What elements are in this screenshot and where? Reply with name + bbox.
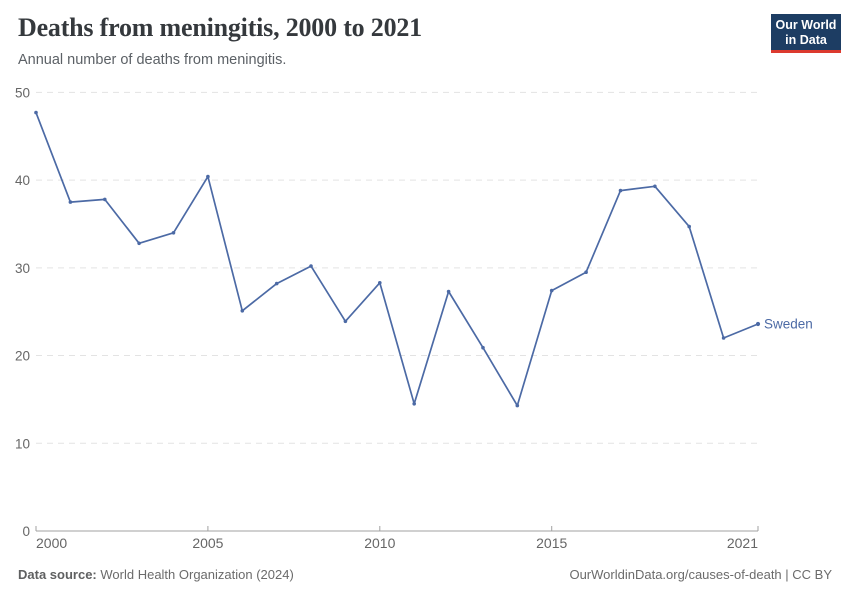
svg-text:2015: 2015 xyxy=(536,535,567,551)
y-axis-labels: 0 10 20 30 40 50 xyxy=(15,85,30,539)
svg-text:2000: 2000 xyxy=(36,535,67,551)
owid-logo-line1: Our World xyxy=(775,18,837,32)
svg-text:40: 40 xyxy=(15,173,30,188)
chart-footer: Data source: World Health Organization (… xyxy=(18,567,832,582)
svg-text:2005: 2005 xyxy=(192,535,223,551)
data-source: Data source: World Health Organization (… xyxy=(18,567,294,582)
owid-logo[interactable]: Our World in Data xyxy=(771,14,841,53)
series-line-sweden[interactable] xyxy=(35,111,759,407)
series-points xyxy=(34,110,761,408)
y-gridlines xyxy=(36,91,758,444)
series-label-sweden[interactable]: Sweden xyxy=(764,316,813,331)
credit-link[interactable]: OurWorldinData.org/causes-of-death | CC … xyxy=(569,567,832,582)
chart-title: Deaths from meningitis, 2000 to 2021 xyxy=(18,13,422,42)
x-axis: 2000 2005 2010 2015 2021 xyxy=(35,526,759,551)
chart-subtitle: Annual number of deaths from meningitis. xyxy=(18,52,287,68)
owid-logo-line2: in Data xyxy=(785,32,827,47)
data-source-value: World Health Organization (2024) xyxy=(100,567,294,582)
svg-text:20: 20 xyxy=(15,349,30,364)
svg-text:2021: 2021 xyxy=(727,535,758,551)
svg-text:2010: 2010 xyxy=(364,535,395,551)
data-source-label: Data source: xyxy=(18,567,97,582)
svg-text:30: 30 xyxy=(15,261,30,276)
svg-text:50: 50 xyxy=(15,85,30,100)
svg-text:0: 0 xyxy=(22,524,30,539)
svg-text:10: 10 xyxy=(15,436,30,451)
